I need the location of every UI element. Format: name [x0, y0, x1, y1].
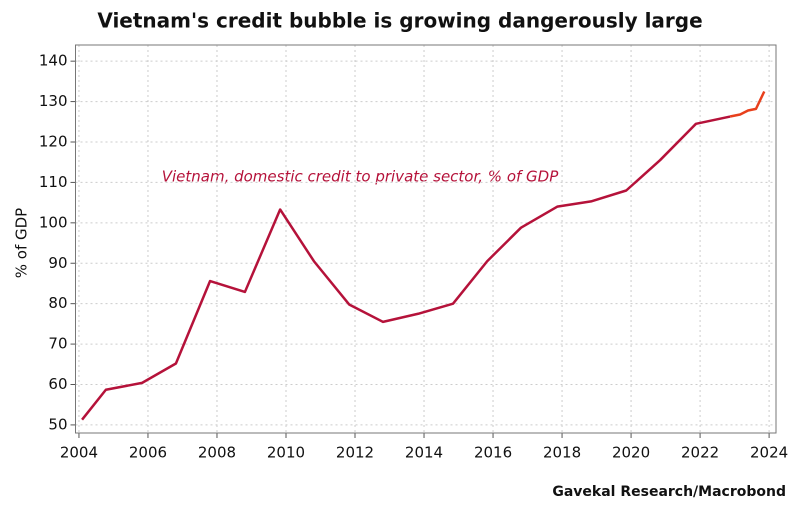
source: Gavekal Research/Macrobond: [552, 484, 786, 500]
y-tick-label: 130: [39, 92, 68, 110]
data-line: [81, 115, 731, 421]
y-tick-label: 50: [48, 415, 67, 433]
chart-title: Vietnam's credit bubble is growing dange…: [97, 9, 702, 33]
y-tick-label: 90: [48, 254, 67, 272]
y-axis-label: % of GDP: [13, 208, 31, 278]
x-tick-label: 2014: [405, 444, 443, 462]
x-tick-label: 2004: [60, 444, 98, 462]
x-tick-label: 2016: [474, 444, 512, 462]
x-tick-label: 2006: [129, 444, 167, 462]
y-tick-label: 100: [39, 213, 68, 231]
y-tick-label: 80: [48, 294, 67, 312]
plot-frame: [75, 44, 777, 434]
x-tick-label: 2018: [543, 444, 581, 462]
y-tick-label: 140: [39, 52, 68, 70]
x-tick-label: 2022: [681, 444, 719, 462]
annotation: Vietnam, domestic credit to private sect…: [162, 168, 560, 186]
y-tick-label: 60: [48, 375, 67, 393]
y-tick-label: 120: [39, 133, 68, 151]
x-tick-label: 2020: [612, 444, 650, 462]
x-tick-label: 2024: [750, 444, 788, 462]
x-tick-label: 2010: [267, 444, 305, 462]
x-tick-label: 2008: [198, 444, 236, 462]
data-line: [729, 90, 766, 118]
y-tick-label: 110: [39, 173, 68, 191]
x-tick-label: 2012: [336, 444, 374, 462]
y-tick-label: 70: [48, 335, 67, 353]
